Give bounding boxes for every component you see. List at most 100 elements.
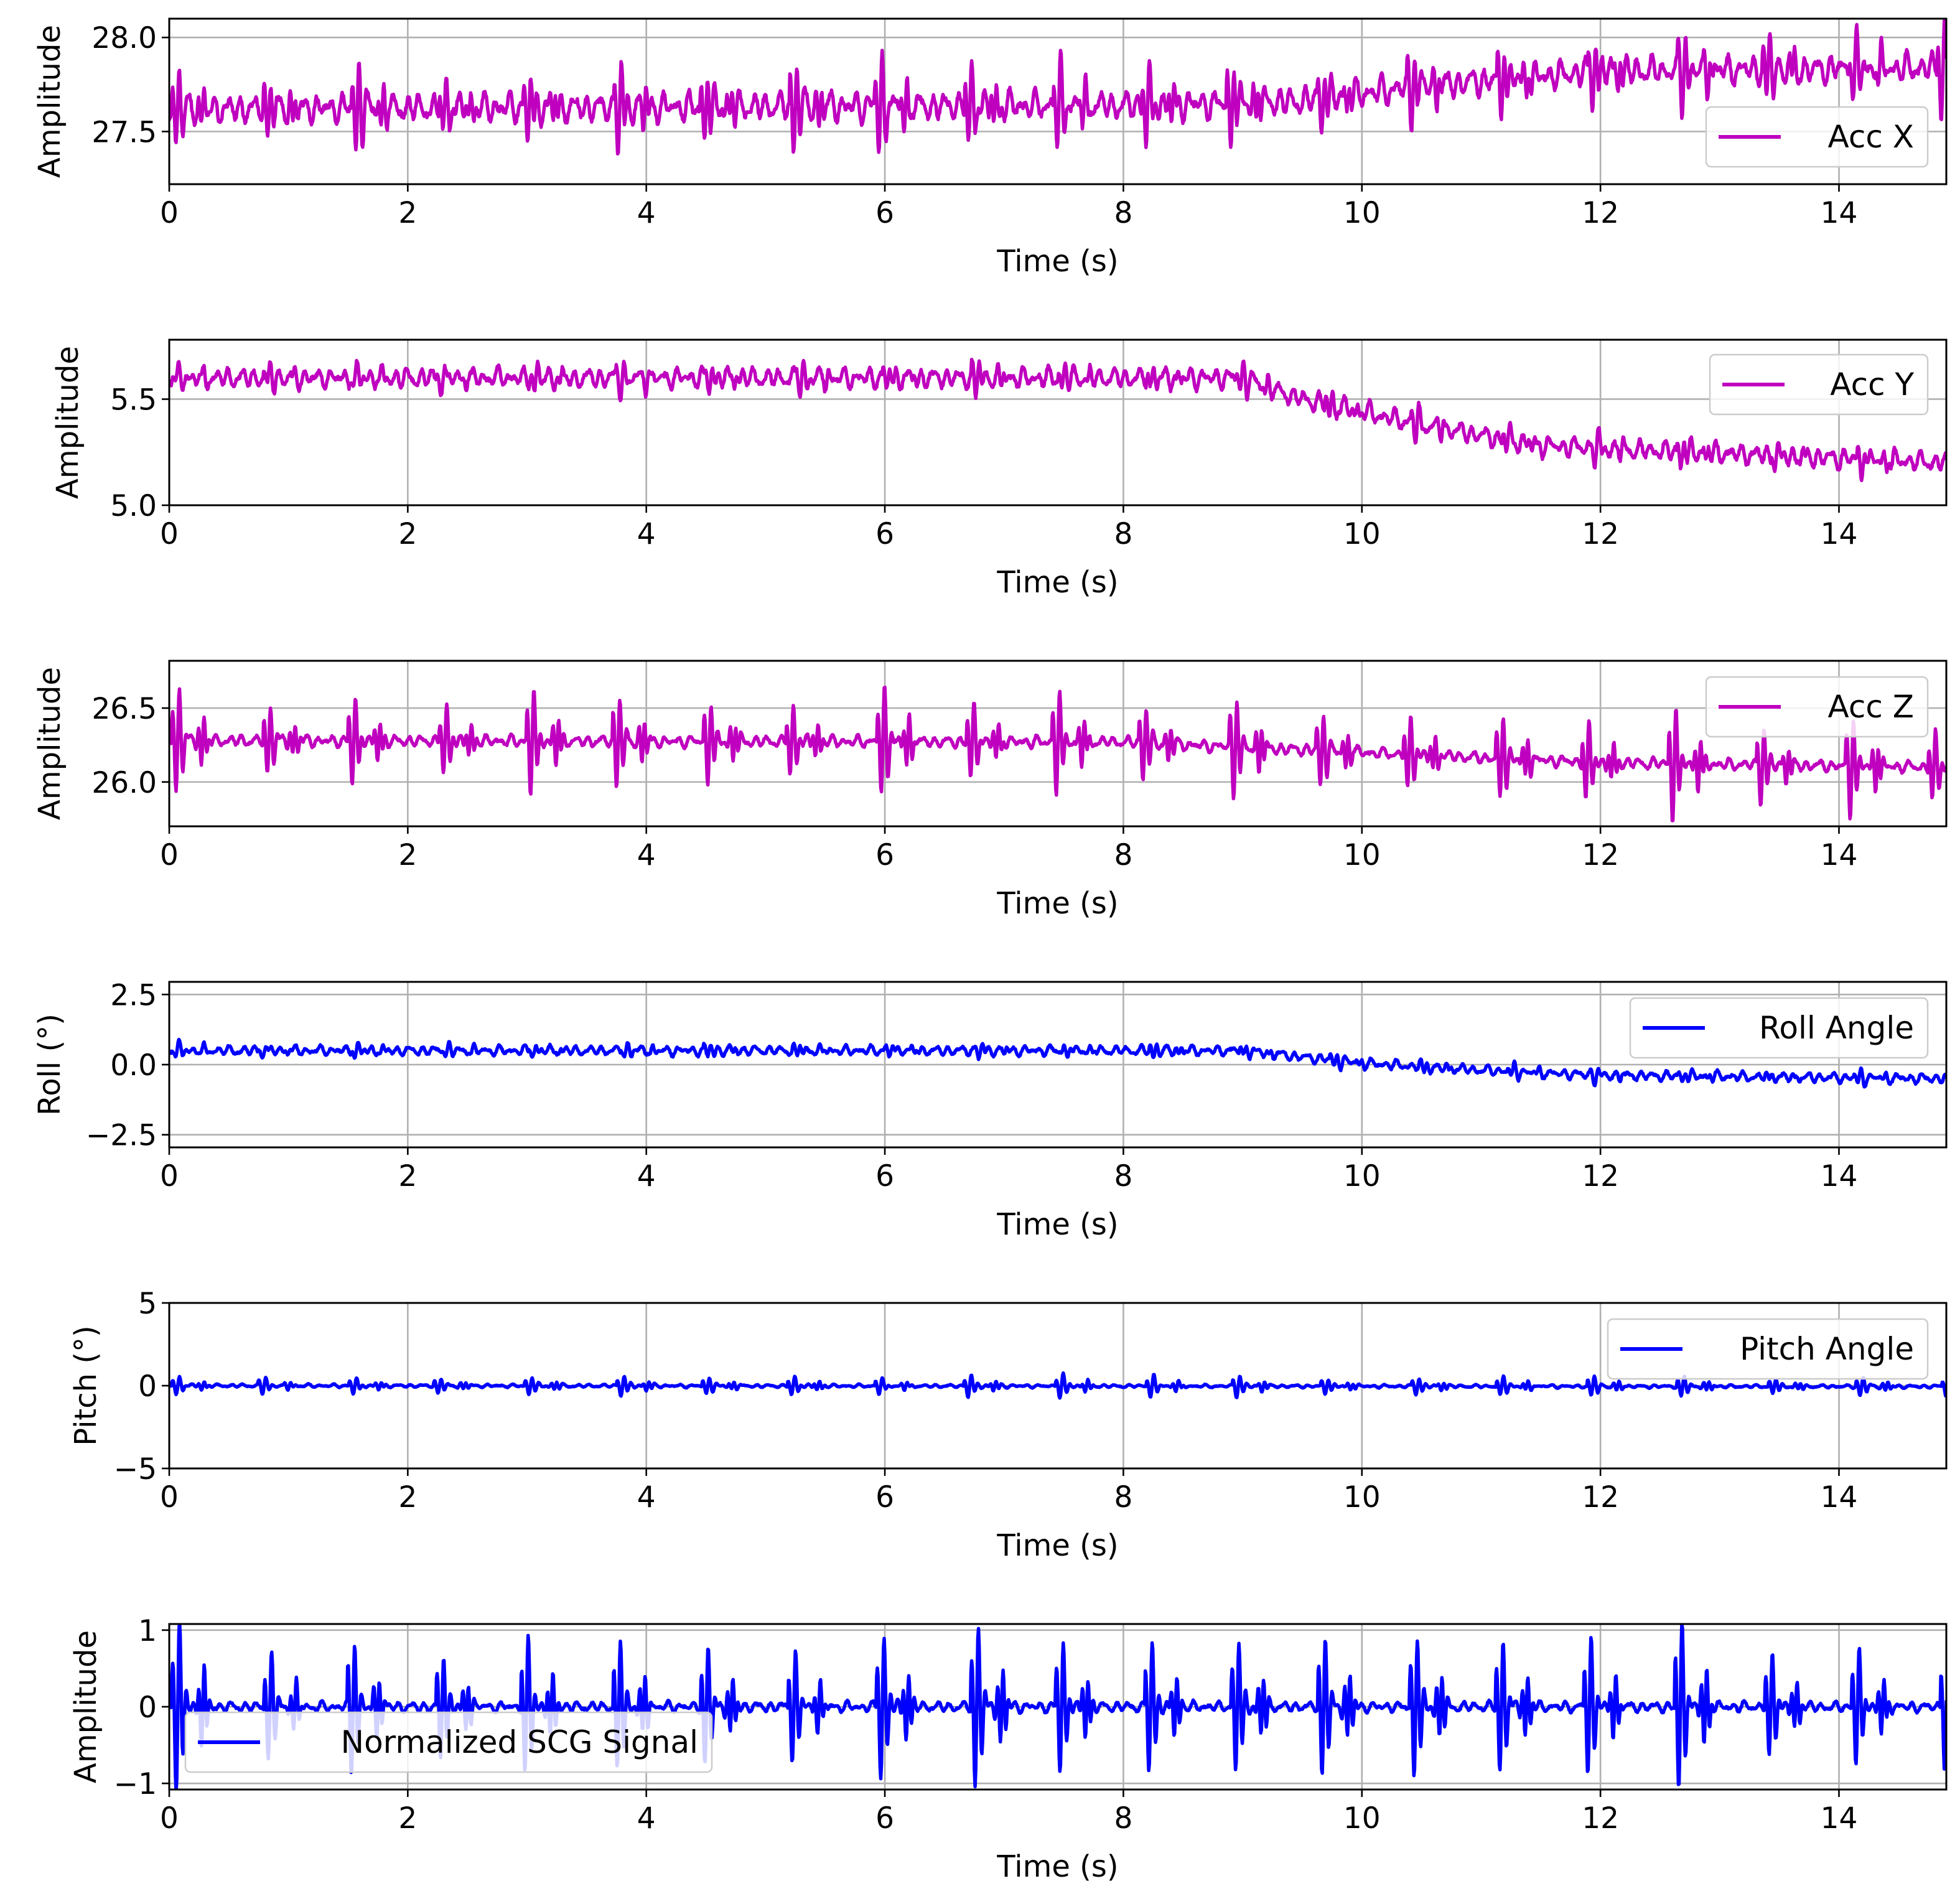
x-tick-label: 4: [637, 1801, 656, 1836]
x-tick-label: 10: [1343, 838, 1381, 872]
x-tick-label: 10: [1343, 1159, 1381, 1193]
x-tick-label: 0: [160, 838, 179, 872]
legend: Acc Z: [1705, 676, 1929, 738]
x-tick-label: 2: [398, 196, 417, 230]
x-tick-label: 10: [1343, 1801, 1381, 1836]
legend-box: [1709, 353, 1929, 416]
legend-label: Pitch Angle: [1740, 1331, 1914, 1367]
x-tick-label: 0: [160, 1159, 179, 1193]
x-tick-label: 14: [1821, 517, 1858, 551]
x-tick-label: 2: [398, 1159, 417, 1193]
y-tick-label: 26.0: [91, 766, 157, 800]
legend-label: Acc Y: [1830, 366, 1914, 403]
x-tick-label: 4: [637, 196, 656, 230]
y-tick-label: −5: [114, 1452, 157, 1486]
y-tick-label: 27.5: [91, 115, 157, 149]
legend: Acc X: [1705, 106, 1929, 168]
x-tick-label: 14: [1821, 1480, 1858, 1514]
x-tick-label: 12: [1582, 838, 1619, 872]
x-axis-label: Time (s): [996, 565, 1118, 600]
y-tick-label: 0.0: [110, 1048, 157, 1083]
y-tick-label: 5.0: [110, 489, 157, 523]
x-tick-label: 10: [1343, 196, 1381, 230]
legend-box: [1607, 1318, 1929, 1380]
x-tick-label: 2: [398, 1480, 417, 1514]
y-tick-label: 28.0: [91, 21, 157, 55]
y-tick-label: −2.5: [86, 1119, 157, 1153]
axes-frame: [168, 338, 1948, 506]
x-tick-label: 12: [1582, 196, 1619, 230]
series-line-pitch-angle: [169, 1371, 1946, 1400]
legend-label: Normalized SCG Signal: [341, 1724, 698, 1760]
x-tick-label: 6: [875, 196, 894, 230]
x-tick-label: 8: [1114, 1480, 1132, 1514]
y-axis-label: Pitch (°): [68, 1325, 103, 1446]
legend-label: Acc Z: [1828, 689, 1914, 725]
series-line-acc-y: [169, 357, 1946, 482]
x-tick-label: 6: [875, 1480, 894, 1514]
y-axis-label: Amplitude: [32, 667, 67, 820]
x-tick-label: 14: [1821, 1801, 1858, 1836]
legend: Pitch Angle: [1607, 1318, 1929, 1380]
x-tick-label: 2: [398, 838, 417, 872]
x-tick-label: 14: [1821, 1159, 1858, 1193]
y-axis-label: Amplitude: [68, 1630, 103, 1783]
x-tick-label: 4: [637, 1480, 656, 1514]
chart-panel-3: 0 2 4 6 8 10 12 14 26.0 26.5 Time (s) Amplitude Acc …: [32, 660, 1948, 921]
x-tick-label: 0: [160, 517, 179, 551]
axes-frame: [168, 17, 1948, 185]
series-line-roll-angle: [169, 1037, 1946, 1089]
x-tick-label: 8: [1114, 1801, 1132, 1836]
y-axis-label: Roll (°): [32, 1014, 67, 1116]
legend-box: [1705, 106, 1929, 168]
y-tick-label: 0: [138, 1370, 157, 1404]
legend-box: [184, 1711, 713, 1773]
x-tick-label: 4: [637, 517, 656, 551]
y-axis-label: Amplitude: [50, 346, 85, 499]
legend-label: Roll Angle: [1759, 1010, 1914, 1046]
x-tick-label: 8: [1114, 1159, 1132, 1193]
x-axis-label: Time (s): [996, 1849, 1118, 1884]
chart-panel-4: 0 2 4 6 8 10 12 14 −2.5 0.0 2.5 Time (s) Roll (°) Rol…: [32, 978, 1948, 1242]
y-tick-label: 2.5: [110, 978, 157, 1012]
series-line-acc-z: [169, 685, 1946, 823]
y-tick-label: 5: [138, 1287, 157, 1321]
legend-box: [1629, 997, 1929, 1059]
series-line-acc-x: [169, 19, 1946, 156]
x-tick-label: 0: [160, 196, 179, 230]
x-tick-label: 8: [1114, 517, 1132, 551]
x-axis-label: Time (s): [996, 886, 1118, 921]
x-axis-label: Time (s): [996, 1207, 1118, 1242]
x-tick-label: 2: [398, 517, 417, 551]
y-tick-label: 5.5: [110, 383, 157, 417]
x-tick-label: 10: [1343, 1480, 1381, 1514]
x-axis-label: Time (s): [996, 1528, 1118, 1563]
y-axis-label: Amplitude: [32, 25, 67, 178]
y-tick-label: 0: [138, 1691, 157, 1725]
legend: Acc Y: [1709, 353, 1929, 416]
x-tick-label: 8: [1114, 838, 1132, 872]
legend-label: Acc X: [1828, 119, 1914, 155]
chart-panel-2: 0 2 4 6 8 10 12 14 5.0 5.5 Time (s) Amplitude Acc Y: [50, 338, 1948, 600]
x-tick-label: 2: [398, 1801, 417, 1836]
x-tick-label: 6: [875, 1801, 894, 1836]
legend: Roll Angle: [1629, 997, 1929, 1059]
y-tick-label: 26.5: [91, 692, 157, 726]
x-tick-label: 0: [160, 1801, 179, 1836]
chart-panel-1: 0 2 4 6 8 10 12 14 27.5 28.0 Time (s) Amplitude Acc …: [32, 17, 1948, 279]
x-tick-label: 0: [160, 1480, 179, 1514]
x-tick-label: 4: [637, 838, 656, 872]
y-tick-label: 1: [138, 1614, 157, 1648]
legend: Normalized SCG Signal: [184, 1711, 713, 1773]
x-tick-label: 14: [1821, 196, 1858, 230]
x-tick-label: 12: [1582, 1801, 1619, 1836]
x-tick-label: 8: [1114, 196, 1132, 230]
y-tick-label: −1: [114, 1767, 157, 1801]
axes-frame: [168, 660, 1948, 828]
x-tick-label: 6: [875, 1159, 894, 1193]
legend-box: [1705, 676, 1929, 738]
x-tick-label: 12: [1582, 1159, 1619, 1193]
